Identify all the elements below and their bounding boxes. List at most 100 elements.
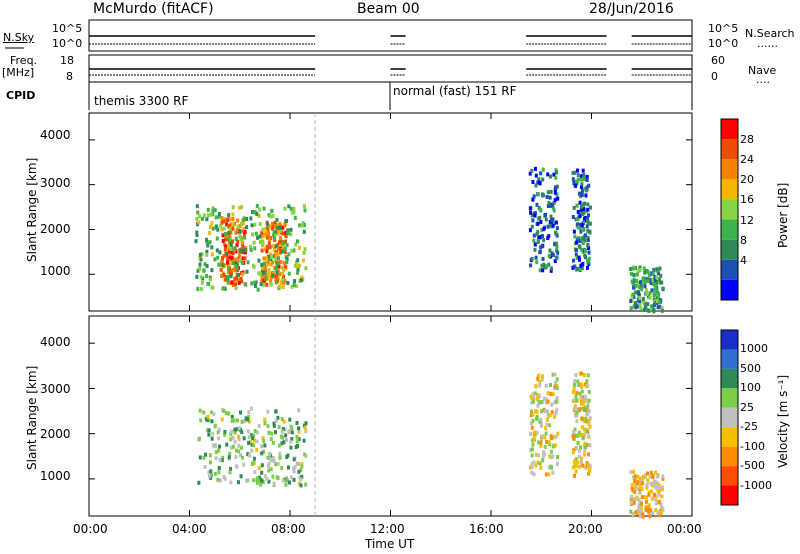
velocity-cell [632,469,636,474]
power-cell [227,244,231,249]
power-cell [651,272,655,277]
power-cell [229,247,233,252]
power-cell [586,207,590,212]
velocity-cell [261,436,265,441]
beam-title: Beam 00 [357,1,420,17]
velocity-cell [651,511,655,516]
power-cell [534,255,538,260]
velocity-cell [213,471,217,476]
velocity-cell [573,427,577,432]
velocity-cell [573,459,577,464]
velocity-cell [575,407,579,412]
power-cell [262,270,266,275]
power-cell [534,183,538,188]
power-cell [266,222,270,227]
velocity-cell [574,463,578,468]
power-cell [215,236,219,241]
power-cell [556,250,560,255]
velocity-cell [206,428,210,433]
velocity-cell [284,433,288,438]
freq-tick-high: 18 [60,54,74,67]
power-cell [282,268,286,273]
power-cell [534,173,538,178]
velocity-cell [576,379,580,384]
power-cell [542,238,546,243]
velocity-cell [211,431,215,436]
velocity-cell [556,431,560,436]
power-cell [302,250,306,255]
velocity-cell [528,465,532,470]
velocity-cell [632,500,636,505]
power-cell [528,228,532,233]
power-cell [287,271,291,276]
power-cell [552,201,556,206]
power-cell [235,228,239,233]
velocity-cell [299,477,303,482]
velocity-cell [257,466,261,471]
power-cell [533,247,537,252]
velocity-cell [654,470,658,475]
power-cell [535,232,539,237]
power-cell [634,278,638,283]
velocity-cell [644,495,648,500]
velocity-cell [284,437,288,442]
power-cell [290,210,294,215]
power-cell [579,185,583,190]
velocity-cell [655,485,659,490]
velocity-cell [263,421,267,426]
power-cell [229,222,233,227]
power-cell [236,224,240,229]
power-cell [231,223,235,228]
power-ytick-3000: 3000 [40,176,71,190]
velocity-cell [545,409,549,414]
velocity-cell [656,474,660,479]
velocity-cell [530,453,534,458]
velocity-cell [266,455,270,460]
velocity-cell [587,408,591,413]
velocity-cell [536,453,540,458]
power-cell [222,273,226,278]
velocity-cell [576,433,580,438]
velocity-cell [657,485,661,490]
velocity-cell [530,425,534,430]
power-cell [229,242,233,247]
velocity-cell [654,501,658,506]
velocity-cell [268,456,272,461]
xtick-3: 12:00 [370,522,405,536]
velocity-cell [555,377,559,382]
power-cell [646,294,650,299]
power-cell [266,246,270,251]
power-cell [643,276,647,281]
power-cell [231,283,235,288]
power-cell [649,280,653,285]
power-colorbar-segment [721,279,738,300]
velocity-cell [281,435,285,440]
freq-unit-label: [MHz] [2,66,35,79]
velocity-cell [657,489,661,494]
power-cell [264,263,268,268]
power-cell [638,296,642,301]
power-cell [582,207,586,212]
power-cell [554,256,558,261]
power-cell [580,192,584,197]
velocity-cell [530,395,534,400]
velocity-cell [304,429,308,434]
power-cell [211,206,215,211]
velocity-cell [228,470,232,475]
velocity-cell [644,472,648,477]
power-cell [292,248,296,253]
power-cell [277,240,281,245]
power-cell [215,248,219,253]
power-cell [304,266,308,271]
power-cell [206,243,210,248]
velocity-cell [292,469,296,474]
velocity-cell [218,444,222,449]
velocity-cell [281,427,285,432]
velocity-cell [271,474,275,479]
power-colorbar-frame [720,118,739,301]
power-cell [573,170,577,175]
power-cell [572,181,576,186]
velocity-cell [539,465,543,470]
power-cell [555,192,559,197]
velocity-cell [535,409,539,414]
